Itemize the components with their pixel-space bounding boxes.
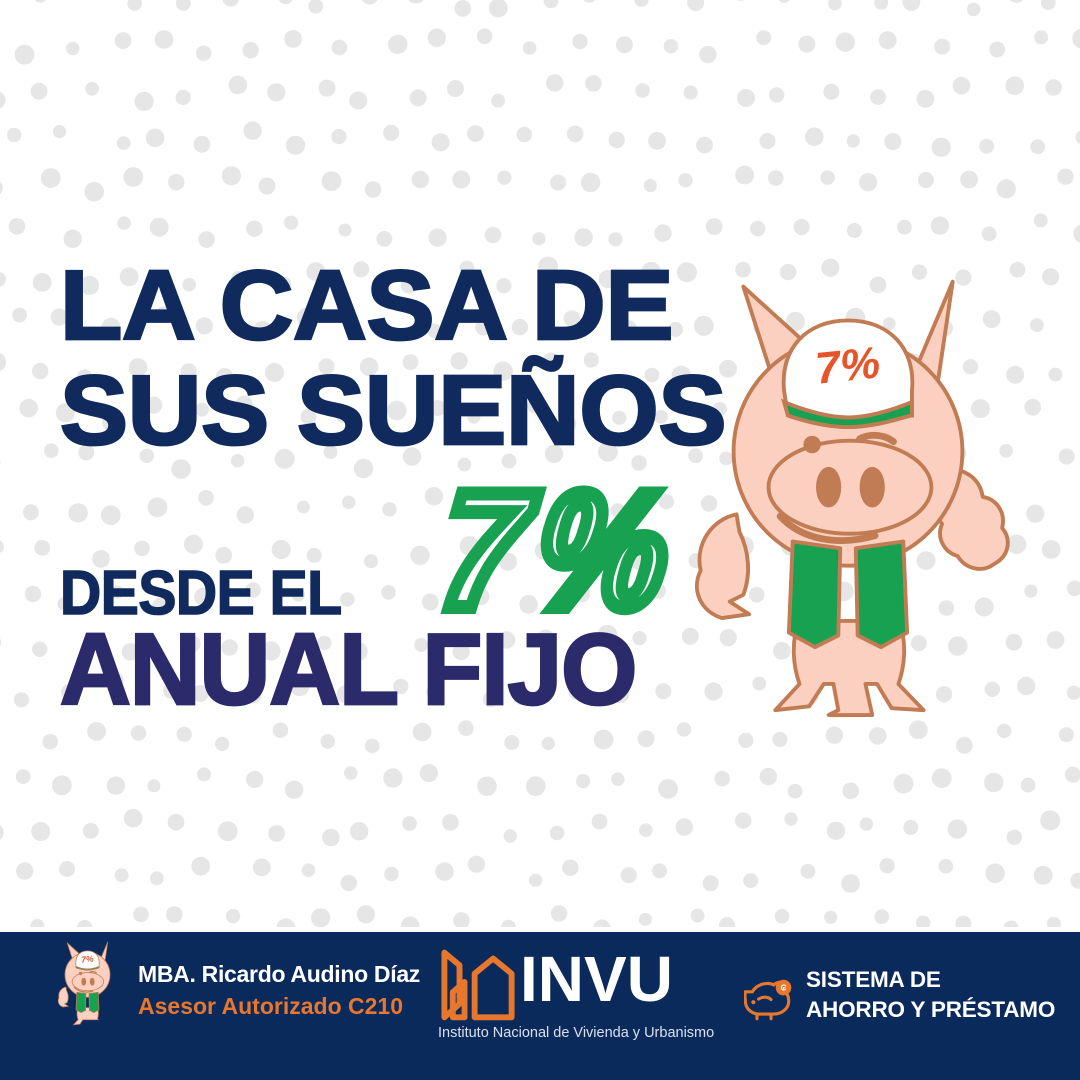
svg-text:₢: ₢ [781, 983, 787, 993]
svg-text:7%: 7% [81, 953, 95, 964]
svg-text:7%: 7% [813, 338, 882, 393]
